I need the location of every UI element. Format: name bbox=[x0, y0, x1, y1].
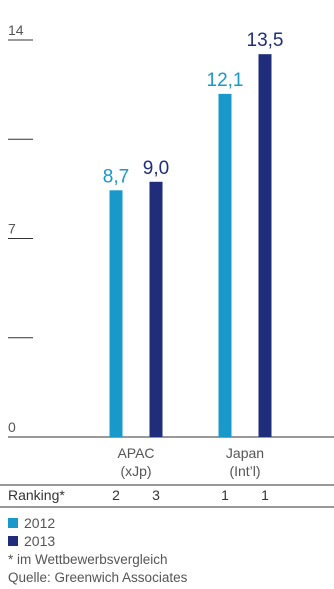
value-label: 8,7 bbox=[103, 166, 129, 187]
value-label: 9,0 bbox=[143, 158, 169, 179]
y-tick-label: 14 bbox=[8, 22, 24, 38]
ranking-value: 2 bbox=[112, 487, 120, 503]
category-labels: APAC (xJp) Japan (Int’l) bbox=[117, 445, 264, 479]
ranking-row: Ranking* 2 3 1 1 bbox=[0, 484, 334, 508]
category-label: APAC bbox=[117, 445, 154, 461]
value-label: 12,1 bbox=[207, 70, 244, 91]
bar-2013-0 bbox=[149, 181, 163, 437]
bar-2012-0 bbox=[109, 190, 123, 437]
legend-label-2012: 2012 bbox=[24, 515, 55, 531]
bar-2013-1 bbox=[258, 54, 272, 438]
ranking-values: 2 3 1 1 bbox=[112, 487, 269, 503]
legend: 2012 2013 bbox=[8, 515, 55, 549]
value-label: 13,5 bbox=[247, 30, 284, 51]
category-label: Japan bbox=[226, 445, 264, 461]
legend-swatch-2012 bbox=[8, 518, 18, 528]
ranking-value: 1 bbox=[261, 487, 269, 503]
ranking-value: 1 bbox=[221, 487, 229, 503]
bar-2012-1 bbox=[218, 93, 232, 437]
ranking-value: 3 bbox=[152, 487, 160, 503]
y-tick-label: 0 bbox=[8, 419, 16, 435]
ranking-label: Ranking* bbox=[8, 487, 65, 503]
axis-layer: 0 7 14 bbox=[8, 22, 334, 438]
bars-layer bbox=[109, 54, 272, 438]
y-tick-label: 7 bbox=[8, 221, 16, 237]
legend-swatch-2013 bbox=[8, 536, 18, 546]
footnote: * im Wettbewerbsvergleich bbox=[8, 552, 168, 567]
legend-label-2013: 2013 bbox=[24, 533, 55, 549]
source-note: Quelle: Greenwich Associates bbox=[8, 570, 188, 585]
value-labels: 8,7 12,1 9,0 13,5 bbox=[103, 30, 284, 187]
category-label: (xJp) bbox=[120, 463, 151, 479]
category-label: (Int’l) bbox=[229, 463, 260, 479]
